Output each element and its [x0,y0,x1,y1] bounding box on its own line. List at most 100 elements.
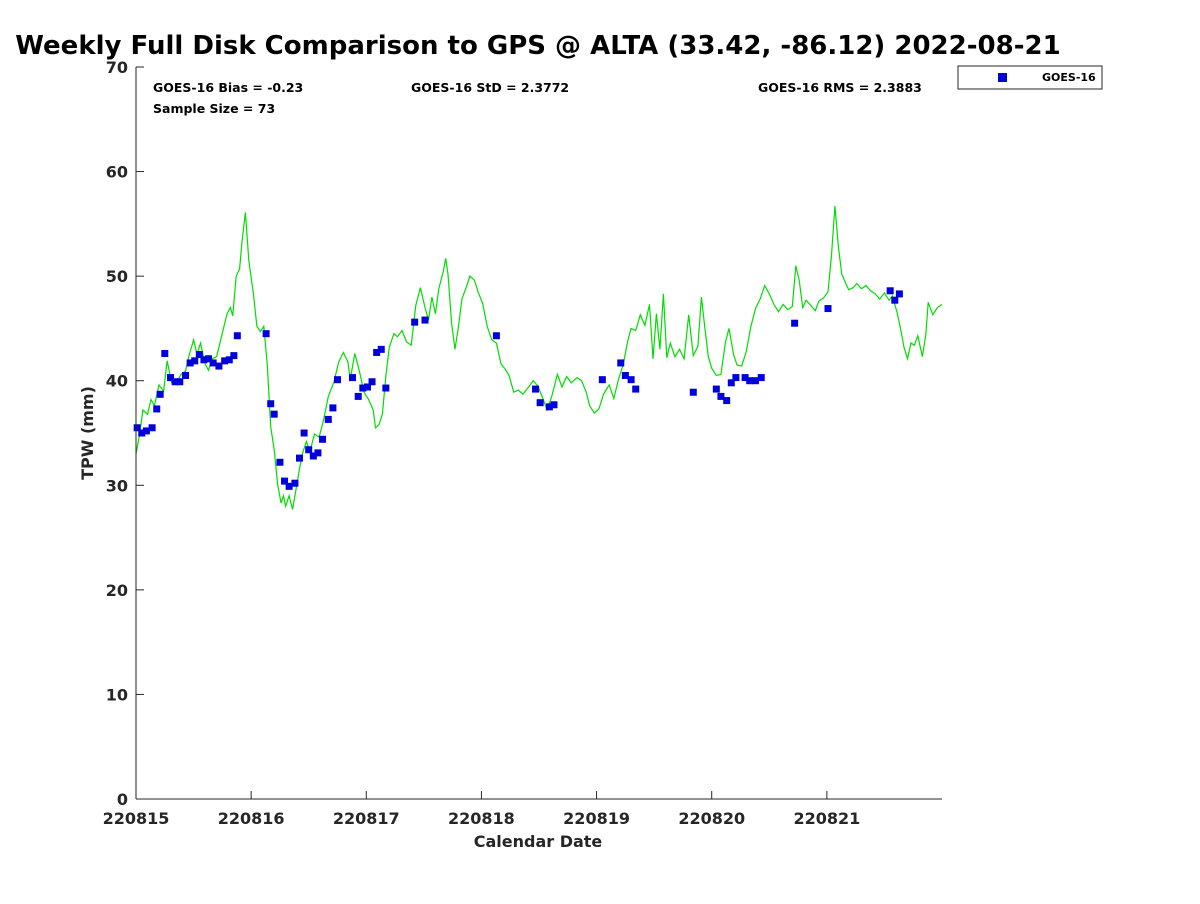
x-tick-label: 220816 [218,809,285,828]
y-axis-label: TPW (mm) [78,386,97,480]
y-tick-label: 10 [106,685,128,704]
goes-16-point [133,424,141,432]
goes-16-point [354,392,362,400]
goes-16-point [305,446,313,454]
y-tick-label: 60 [106,163,128,182]
plot-area [136,67,942,799]
goes-16-series [133,287,903,490]
y-tick-label: 20 [106,581,128,600]
chart-title: Weekly Full Disk Comparison to GPS @ ALT… [15,31,1060,61]
goes-16-point [291,479,299,487]
goes-16-point [741,374,749,382]
stat-std: GOES-16 StD = 2.3772 [411,80,569,95]
x-tick-label: 220818 [448,809,515,828]
y-tick-label: 70 [106,58,128,77]
legend-label: GOES-16 [1042,71,1096,84]
y-tick-label: 40 [106,372,128,391]
gps-series [135,206,943,510]
goes-16-point [895,290,903,298]
goes-16-point [270,410,278,418]
goes-16-point [746,377,754,385]
goes-16-point [791,319,799,327]
goes-16-point [161,350,169,358]
goes-16-point [359,384,367,392]
goes-16-point [300,429,308,437]
goes-16-point [348,374,356,382]
goes-16-point [186,359,194,367]
axes [135,67,942,800]
y-tick-label: 50 [106,267,128,286]
goes-16-point [411,318,419,326]
goes-16-point [209,359,217,367]
goes-16-point [195,351,203,359]
plot-background [136,67,942,799]
goes-16-point [142,427,150,435]
goes-16-point [824,305,832,313]
goes-16-point [732,374,740,382]
x-tick-label: 220821 [793,809,860,828]
goes-16-point [689,388,697,396]
goes-16-point [176,378,184,386]
goes-16-point [373,348,381,356]
stat-sample-size: Sample Size = 73 [153,101,275,116]
goes-16-point [267,400,275,408]
goes-16-point [891,296,899,304]
goes-16-point [886,287,894,295]
goes-16-point [632,385,640,393]
goes-16-point [276,458,284,466]
goes-16-point [230,352,238,360]
goes-16-point [262,330,270,338]
stat-rms: GOES-16 RMS = 2.3883 [758,80,922,95]
goes-16-point [221,357,229,365]
goes-16-point [723,397,731,405]
goes-16-point [215,362,223,370]
goes-16-point [319,435,327,443]
goes-16-point [191,357,199,365]
legend-marker [998,73,1007,82]
goes-16-point [285,482,293,490]
y-tick-label: 30 [106,476,128,495]
goes-16-point [621,371,629,379]
x-ticks: 220815 220816 220817 220818 220819 220820 2208… [103,791,860,828]
goes-16-point [296,454,304,462]
legend-box [957,65,1103,90]
goes-16-point [363,383,371,391]
goes-16-point [167,374,175,382]
goes-16-point [492,332,500,340]
goes-16-point [314,449,322,457]
gps-line [135,206,943,510]
x-tick-label: 220820 [678,809,745,828]
goes-16-point [617,359,625,367]
legend: GOES-16 [957,65,1103,90]
goes-16-point [627,376,635,384]
goes-16-point [205,355,213,363]
goes-16-point [153,405,161,413]
goes-16-point [329,404,337,412]
goes-16-point [382,384,390,392]
y-ticks: 0 10 20 30 40 50 60 70 [106,58,144,809]
y-tick-label: 0 [117,790,128,809]
goes-16-point [225,356,233,364]
goes-16-point [309,452,317,460]
goes-16-point [281,477,289,485]
goes-16-point [717,392,725,400]
goes-16-point [751,377,759,385]
goes-16-point [727,379,735,387]
goes-16-point [138,429,146,437]
goes-16-point [532,385,540,393]
goes-16-point [550,401,558,409]
goes-16-point [757,374,765,382]
goes-16-point [200,356,208,364]
x-tick-label: 220815 [103,809,170,828]
x-tick-label: 220817 [333,809,400,828]
x-tick-label: 220819 [563,809,630,828]
stat-bias: GOES-16 Bias = -0.23 [153,80,303,95]
goes-16-point [377,345,385,353]
goes-16-point [334,376,341,384]
goes-16-point [324,415,332,423]
goes-16-point [545,403,553,411]
goes-16-point [368,378,376,386]
goes-16-point [233,332,241,340]
x-axis-label: Calendar Date [474,832,603,851]
